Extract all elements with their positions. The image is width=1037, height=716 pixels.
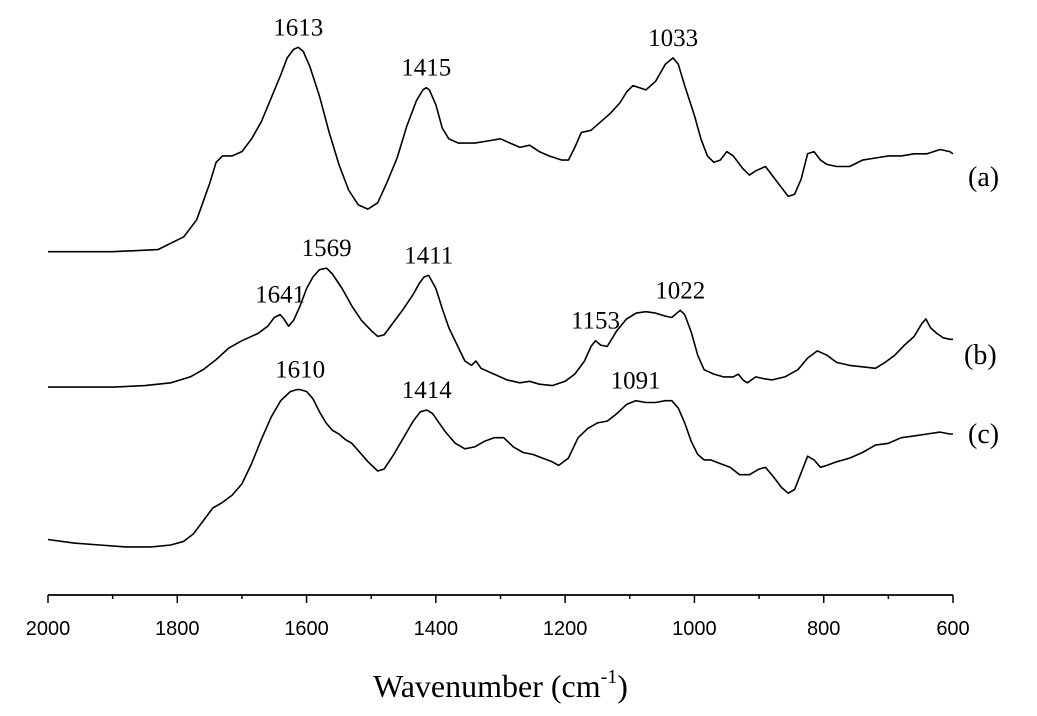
- x-axis-title-superscript: -1: [601, 666, 618, 688]
- x-axis-title-close: ): [617, 668, 628, 704]
- x-axis-ticks: 2000 1800 1600 1400 1200 1000 800 600: [26, 595, 970, 640]
- peak-label-1610: 1610: [275, 357, 325, 384]
- peak-label-1033: 1033: [648, 25, 698, 52]
- series-labels: (a) (b) (c): [964, 162, 999, 450]
- peak-label-1022: 1022: [655, 277, 705, 304]
- peak-label-1411: 1411: [404, 242, 453, 269]
- x-axis-title-text: Wavenumber (cm: [373, 668, 601, 704]
- peak-label-1414: 1414: [402, 377, 453, 404]
- x-axis-title: Wavenumber (cm-1): [373, 666, 628, 704]
- series-line-1: [48, 46, 954, 253]
- x-tick-label-2000: 2000: [26, 618, 71, 640]
- x-tick-label-1200: 1200: [543, 618, 588, 640]
- x-tick-label-1800: 1800: [155, 618, 200, 640]
- x-tick-label-1600: 1600: [284, 618, 329, 640]
- x-tick-label-1400: 1400: [414, 618, 459, 640]
- peak-label-1569: 1569: [302, 235, 352, 262]
- x-tick-label-800: 800: [807, 618, 840, 640]
- peak-label-1613: 1613: [273, 14, 323, 41]
- peak-label-1415: 1415: [401, 55, 451, 82]
- series-line-2: [48, 267, 953, 388]
- series-curves: [47, 46, 954, 548]
- series-label-3: (c): [968, 419, 999, 450]
- series-label-2: (b): [964, 340, 997, 371]
- peak-label-1153: 1153: [571, 308, 620, 335]
- peak-label-1641: 1641: [255, 282, 305, 309]
- x-tick-label-1000: 1000: [672, 618, 717, 640]
- peak-labels: 1613 1415 1033 1641 1569 1411 1153 1022 1610 1414…: [255, 14, 705, 404]
- series-label-1: (a): [968, 162, 999, 193]
- series-line-3: [47, 388, 953, 548]
- peak-label-1091: 1091: [611, 368, 661, 395]
- x-tick-label-600: 600: [936, 618, 969, 640]
